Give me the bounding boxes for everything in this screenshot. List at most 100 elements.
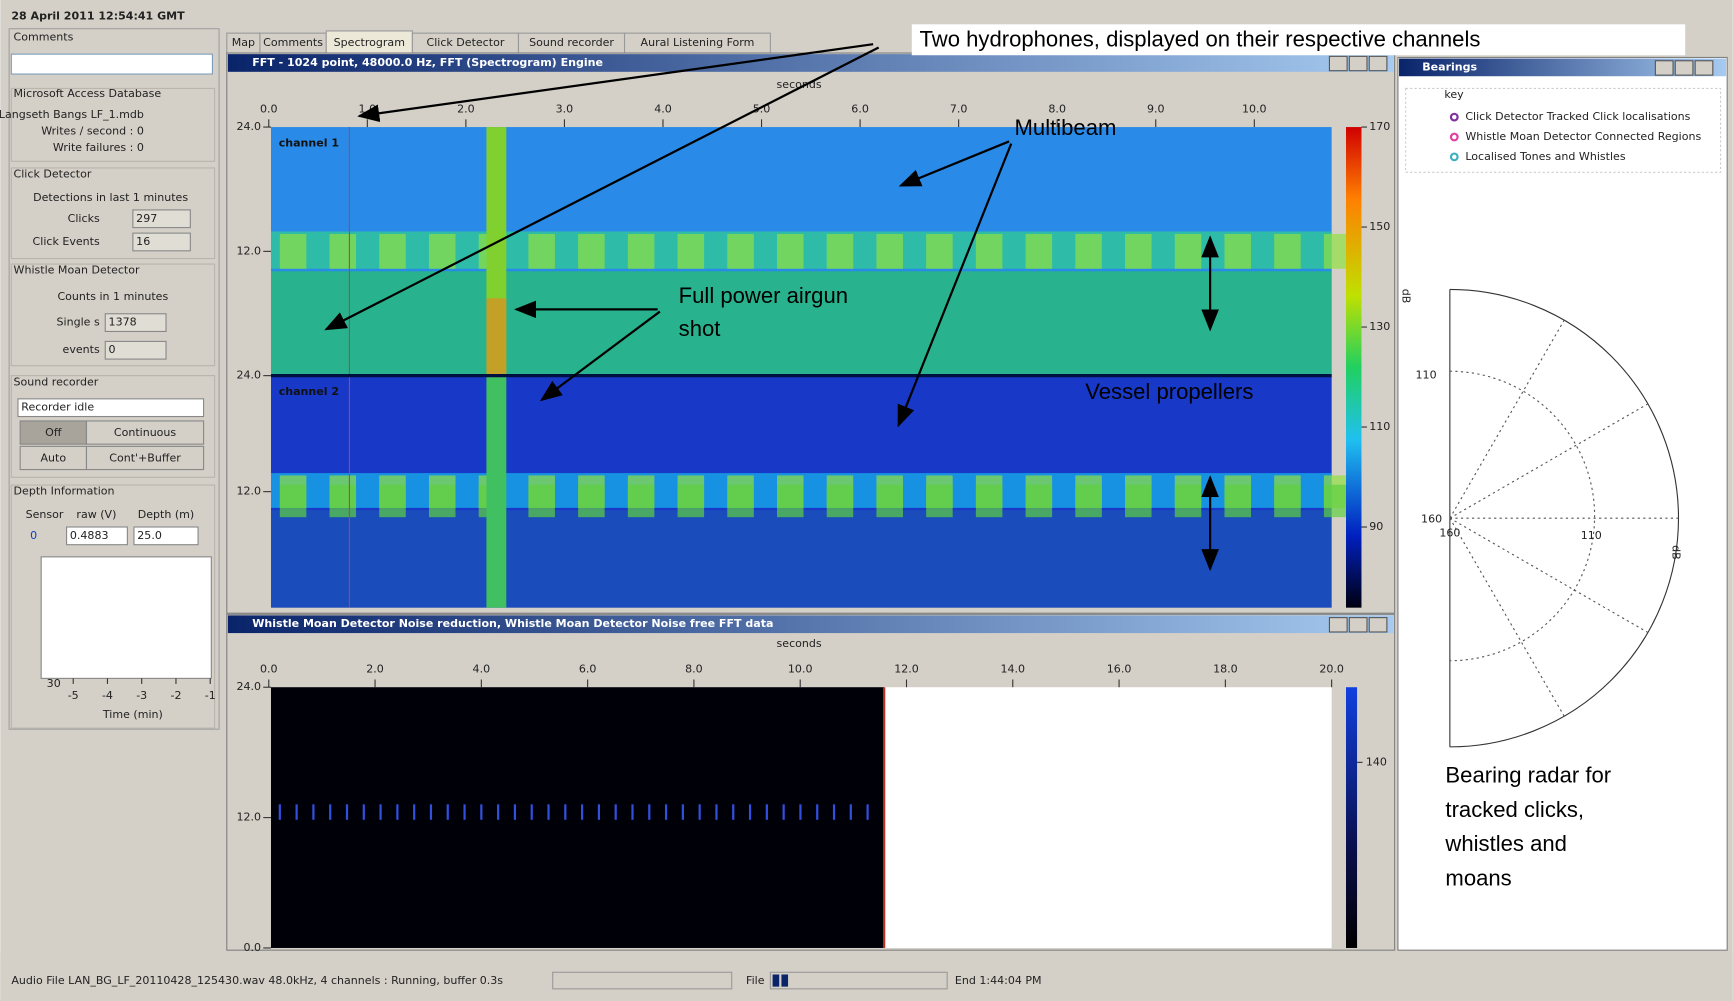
button-label[interactable]: Continuous xyxy=(114,426,177,439)
tab-label[interactable]: Sound recorder xyxy=(529,36,614,49)
window-control[interactable] xyxy=(1349,56,1367,70)
window-control[interactable] xyxy=(1695,61,1713,75)
x-tick-label: 8.0 xyxy=(1048,102,1066,115)
tab-label[interactable]: Comments xyxy=(263,36,323,49)
key-label: Localised Tones and Whistles xyxy=(1465,150,1625,163)
multibeam-pulse xyxy=(429,485,456,517)
group-title: Sound recorder xyxy=(14,375,99,388)
noise-plot-empty xyxy=(884,687,1331,948)
tab-label[interactable]: Click Detector xyxy=(426,36,504,49)
detection-blip xyxy=(413,804,415,819)
colorbar xyxy=(1346,687,1357,948)
radar-tick: 110 xyxy=(1416,369,1437,382)
group-title: Whistle Moan Detector xyxy=(14,264,140,277)
window-control[interactable] xyxy=(1369,56,1387,70)
detection-blip xyxy=(396,804,398,819)
group-title: Click Detector xyxy=(14,168,92,181)
detection-blip xyxy=(715,804,717,819)
detection-blip xyxy=(346,804,348,819)
y-tick-label: 12.0 xyxy=(236,244,261,257)
multibeam-pulse xyxy=(628,485,655,517)
multibeam-pulse xyxy=(330,234,357,269)
label: Counts in 1 minutes xyxy=(57,290,168,303)
x-tick-label: 7.0 xyxy=(950,102,968,115)
multibeam-pulse xyxy=(976,234,1003,269)
detection-blip xyxy=(783,804,785,819)
radar-tick: 110 xyxy=(1581,529,1602,542)
multibeam-pulse xyxy=(578,485,605,517)
window-title: Bearings xyxy=(1422,60,1477,73)
tab-label[interactable]: Aural Listening Form xyxy=(641,36,755,49)
key-label: Whistle Moan Detector Connected Regions xyxy=(1465,130,1701,143)
multibeam-pulse xyxy=(876,234,903,269)
buffer-bar xyxy=(553,972,732,989)
depth-plot-ytick: 30 xyxy=(47,677,61,690)
detection-blip xyxy=(665,804,667,819)
radar-tick: 160 xyxy=(1421,512,1442,525)
button-label[interactable]: Off xyxy=(45,426,62,439)
label: Detections in last 1 minutes xyxy=(33,191,188,204)
colorbar-label: 130 xyxy=(1369,320,1390,333)
depth-plot-xtick: -4 xyxy=(102,689,113,702)
group-title: Comments xyxy=(14,31,74,44)
depth-plot xyxy=(41,557,211,679)
col-header: Sensor xyxy=(26,508,64,521)
detection-blip xyxy=(279,804,281,819)
x-tick-label: 9.0 xyxy=(1147,102,1165,115)
detection-blip xyxy=(799,804,801,819)
detection-blip xyxy=(296,804,298,819)
multibeam-pulse xyxy=(330,485,357,517)
colorbar xyxy=(1346,127,1361,608)
depth-plot-xtick: -2 xyxy=(170,689,181,702)
multibeam-pulse xyxy=(379,234,406,269)
y-tick-label: 24.0 xyxy=(236,680,261,693)
multibeam-pulse xyxy=(827,234,854,269)
detection-blip xyxy=(329,804,331,819)
detection-blip xyxy=(581,804,583,819)
x-tick-label: 2.0 xyxy=(366,663,384,676)
col-header: raw (V) xyxy=(76,508,116,521)
detection-blip xyxy=(312,804,314,819)
detection-blip xyxy=(732,804,734,819)
x-tick-label: 6.0 xyxy=(579,663,597,676)
window-control[interactable] xyxy=(1675,61,1693,75)
tab-label[interactable]: Map xyxy=(232,36,255,49)
annotation: Multibeam xyxy=(1015,115,1117,140)
window-control[interactable] xyxy=(1369,618,1387,632)
value: 1378 xyxy=(109,316,137,329)
x-tick-label: 6.0 xyxy=(851,102,869,115)
colorbar-label: 140 xyxy=(1366,755,1387,768)
label: Click Events xyxy=(33,235,100,248)
db-file: Langseth Bangs LF_1.mdb xyxy=(0,108,144,121)
detection-blip xyxy=(430,804,432,819)
comments-input[interactable] xyxy=(11,54,212,74)
tab-label[interactable]: Spectrogram xyxy=(334,36,405,49)
button-label[interactable]: Cont'+Buffer xyxy=(109,452,181,465)
colorbar-label: 150 xyxy=(1369,220,1390,233)
detection-blip xyxy=(598,804,600,819)
x-tick-label: 8.0 xyxy=(685,663,703,676)
window-control[interactable] xyxy=(1329,618,1347,632)
detection-blip xyxy=(766,804,768,819)
colorbar-label: 110 xyxy=(1369,420,1390,433)
annotation: shot xyxy=(679,316,721,341)
x-tick-label: 12.0 xyxy=(894,663,919,676)
detection-blip xyxy=(749,804,751,819)
tab-bar: Map Comments Spectrogram Click Detector Soun… xyxy=(227,31,771,53)
depth-value: 25.0 xyxy=(137,529,162,542)
multibeam-pulse xyxy=(926,234,953,269)
x-tick-label: 10.0 xyxy=(788,663,813,676)
window-control[interactable] xyxy=(1655,61,1673,75)
db-writes: Writes / second : 0 xyxy=(41,124,144,137)
detection-blip xyxy=(379,804,381,819)
noise-window: Whistle Moan Detector Noise reduction, W… xyxy=(227,614,1395,954)
multibeam-pulse xyxy=(1075,485,1102,517)
button-label[interactable]: Auto xyxy=(41,452,67,465)
x-tick-label: 10.0 xyxy=(1242,102,1267,115)
multibeam-pulse xyxy=(280,485,307,517)
window-control[interactable] xyxy=(1349,618,1367,632)
window-control[interactable] xyxy=(1329,56,1347,70)
x-tick-label: 2.0 xyxy=(457,102,475,115)
label: Clicks xyxy=(68,212,100,225)
detection-blip xyxy=(547,804,549,819)
